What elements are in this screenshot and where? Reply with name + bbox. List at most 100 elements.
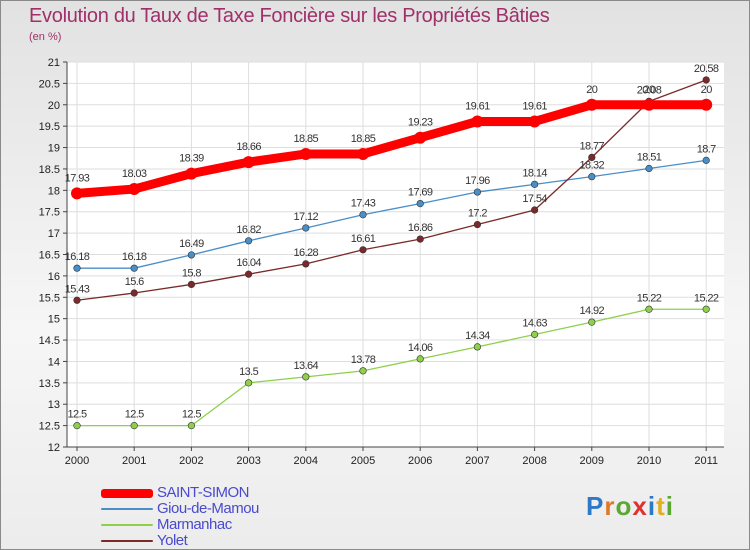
y-tick-label: 17.5 — [39, 207, 60, 219]
data-point-giou-de-mamou — [588, 173, 596, 181]
series-line-marmanhac — [76, 308, 707, 427]
data-point-marmanhac — [416, 355, 424, 363]
data-point-yolet — [588, 153, 596, 161]
series-lines — [71, 76, 713, 430]
data-point-marmanhac — [530, 330, 539, 339]
x-tick-label: 2001 — [122, 455, 146, 467]
data-label-saint-simon: 20 — [701, 84, 713, 96]
series-line-saint-simon — [72, 100, 711, 198]
data-point-yolet — [702, 76, 710, 84]
legend-item-saint-simon: SAINT-SIMON — [101, 485, 259, 501]
data-label-giou-de-mamou: 18.7 — [697, 143, 716, 155]
y-tick-label: 14.5 — [39, 335, 60, 347]
data-label-saint-simon: 19.61 — [465, 100, 490, 112]
x-tick-label: 2010 — [637, 455, 661, 467]
data-label-marmanhac: 12.5 — [125, 409, 144, 421]
data-point-giou-de-mamou — [645, 164, 653, 173]
data-label-yolet: 17.2 — [468, 208, 487, 220]
data-label-saint-simon: 17.93 — [65, 172, 90, 184]
x-tick-label: 2003 — [236, 455, 260, 467]
axes: 12 12.5 13 13.5 14 14.5 15 15.5 16 16.5 17 17.5 18 18… — [39, 57, 724, 467]
data-point-yolet — [530, 206, 539, 214]
y-tick-label: 20.5 — [39, 78, 60, 90]
data-point-saint-simon — [585, 98, 598, 111]
data-point-marmanhac — [588, 318, 596, 326]
data-point-marmanhac — [645, 305, 653, 313]
data-point-giou-de-mamou — [130, 264, 138, 272]
data-point-yolet — [245, 270, 253, 278]
x-tick-label: 2005 — [351, 455, 375, 467]
data-label-marmanhac: 14.06 — [408, 342, 433, 354]
data-label-giou-de-mamou: 18.32 — [580, 160, 605, 172]
data-label-saint-simon: 19.61 — [522, 100, 547, 112]
y-tick-label: 15.5 — [39, 292, 60, 304]
data-point-giou-de-mamou — [73, 264, 81, 272]
data-label-yolet: 20.58 — [694, 63, 719, 75]
data-label-yolet: 15.43 — [65, 283, 90, 295]
x-tick-label: 2000 — [65, 455, 89, 467]
data-point-yolet — [473, 220, 482, 229]
data-point-saint-simon — [185, 167, 198, 180]
data-label-yolet: 18.77 — [580, 140, 605, 152]
y-tick-label: 13.5 — [39, 378, 60, 390]
y-tick-label: 16.5 — [39, 250, 60, 262]
legend-swatch-yolet — [101, 540, 153, 542]
y-tick-label: 20 — [48, 100, 60, 112]
data-label-marmanhac: 14.92 — [580, 305, 605, 317]
data-label-saint-simon: 18.85 — [351, 133, 376, 145]
data-point-saint-simon — [242, 156, 255, 169]
legend: SAINT-SIMON Giou-de-Mamou Marmanhac Yole… — [101, 485, 259, 549]
data-point-yolet — [302, 260, 310, 268]
series-line-yolet — [76, 79, 707, 301]
data-point-saint-simon — [471, 115, 484, 128]
y-tick-label: 19.5 — [39, 121, 60, 133]
x-tick-label: 2006 — [408, 455, 432, 467]
data-label-giou-de-mamou: 18.14 — [522, 167, 547, 179]
data-label-yolet: 16.61 — [351, 233, 376, 245]
chart-subtitle: (en %) — [29, 31, 62, 43]
data-label-marmanhac: 15.22 — [694, 292, 719, 304]
data-label-marmanhac: 13.78 — [351, 354, 376, 366]
data-labels: 17.93 18.03 18.39 18.66 18.85 18.85 19.23 19.61… — [65, 63, 720, 421]
y-tick-label: 13 — [48, 399, 60, 411]
logo-letter: i — [647, 491, 657, 521]
data-point-giou-de-mamou — [187, 251, 195, 259]
data-label-marmanhac: 13.64 — [294, 360, 319, 372]
data-label-giou-de-mamou: 16.82 — [236, 224, 261, 236]
proxiti-logo: Proxiti — [586, 491, 674, 522]
data-point-saint-simon — [700, 98, 713, 111]
y-tick-label: 18.5 — [39, 164, 60, 176]
data-label-giou-de-mamou: 17.96 — [465, 175, 490, 187]
y-tick-label: 17 — [48, 228, 60, 240]
data-point-marmanhac — [359, 367, 367, 375]
data-label-yolet: 15.8 — [182, 267, 201, 279]
x-tick-label: 2002 — [179, 455, 203, 467]
y-tick-label: 19 — [48, 143, 60, 155]
legend-label: Yolet — [157, 532, 188, 549]
data-label-giou-de-mamou: 17.12 — [294, 211, 319, 223]
y-tick-label: 18 — [48, 185, 60, 197]
logo-letter: o — [615, 491, 633, 521]
data-label-yolet: 16.86 — [408, 222, 433, 234]
legend-item-giou-de-mamou: Giou-de-Mamou — [101, 501, 259, 517]
data-label-saint-simon: 18.66 — [236, 141, 261, 153]
data-point-yolet — [73, 296, 81, 304]
data-label-saint-simon: 19.23 — [408, 117, 433, 129]
data-point-giou-de-mamou — [702, 156, 710, 164]
data-point-marmanhac — [73, 422, 81, 430]
chart-title: Evolution du Taux de Taxe Foncière sur l… — [29, 5, 550, 27]
data-point-yolet — [187, 280, 195, 289]
data-point-yolet — [416, 235, 424, 243]
data-point-marmanhac — [302, 373, 310, 381]
series-line-giou-de-mamou — [76, 159, 707, 269]
data-label-saint-simon: 18.03 — [122, 168, 147, 180]
data-label-giou-de-mamou: 16.18 — [122, 251, 147, 263]
data-point-giou-de-mamou — [302, 224, 310, 232]
data-point-giou-de-mamou — [473, 188, 482, 196]
legend-item-yolet: Yolet — [101, 533, 259, 549]
x-tick-label: 2011 — [694, 455, 718, 467]
data-point-marmanhac — [245, 379, 253, 387]
legend-item-marmanhac: Marmanhac — [101, 517, 259, 533]
x-tick-label: 2009 — [580, 455, 604, 467]
